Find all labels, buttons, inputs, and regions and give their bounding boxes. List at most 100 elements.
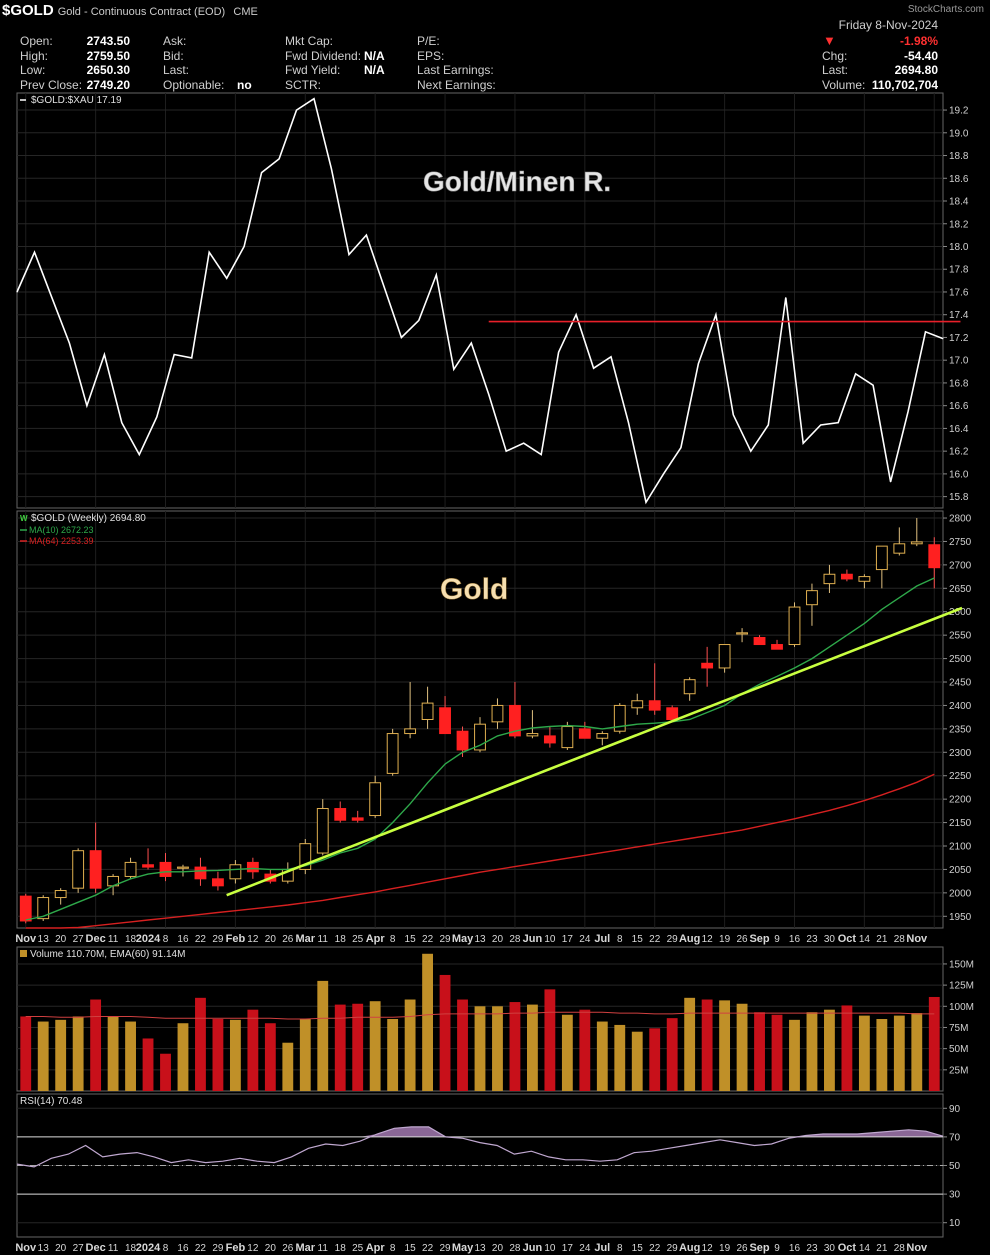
x-tick-label-bottom: 30 bbox=[824, 1243, 836, 1254]
candle-body bbox=[701, 662, 714, 669]
x-tick-label: Aug bbox=[679, 933, 700, 945]
ratio-point bbox=[330, 168, 332, 170]
ratio-point bbox=[418, 319, 420, 321]
x-tick-label: Jul bbox=[594, 933, 610, 945]
ratio-axis-tick-label: 17.4 bbox=[949, 310, 969, 321]
fwd-dividend-label: Fwd Dividend: bbox=[285, 49, 362, 63]
last-label: Last: bbox=[163, 63, 190, 77]
volume-bar bbox=[107, 1016, 119, 1091]
x-tick-label: 28 bbox=[894, 934, 906, 945]
volume-panel: 25M 50M 75M 100M 125M 150M Volume 110.70M, EMA… bbox=[16, 946, 974, 1092]
price-axis-tick-label: 2000 bbox=[949, 888, 972, 899]
x-tick-label: 26 bbox=[282, 934, 294, 945]
volume-bar bbox=[544, 989, 556, 1091]
candle-body bbox=[177, 866, 189, 869]
x-tick-label: 22 bbox=[649, 934, 661, 945]
x-tick-label-bottom: 19 bbox=[719, 1243, 731, 1254]
x-tick-label-bottom: 13 bbox=[474, 1243, 486, 1254]
rsi-axis-tick-label: 70 bbox=[949, 1132, 961, 1143]
x-tick-label-bottom: 14 bbox=[859, 1243, 871, 1254]
x-tick-label-bottom: 11 bbox=[318, 1243, 329, 1254]
rsi-panel: 10 30 50 70 90 RSI(14) 70.48 bbox=[16, 1093, 961, 1238]
x-tick-label: 15 bbox=[405, 934, 417, 945]
ratio-point bbox=[51, 297, 53, 299]
price-axis-tick-label: 2600 bbox=[949, 607, 972, 618]
high-label: High: bbox=[20, 49, 49, 63]
candle-body bbox=[893, 543, 906, 554]
x-tick-label-bottom: 28 bbox=[509, 1243, 521, 1254]
prev-close-value: 2749.20 bbox=[86, 78, 130, 92]
x-tick-label: 13 bbox=[474, 934, 486, 945]
volume-bar bbox=[457, 999, 468, 1091]
ratio-axis-tick-label: 17.8 bbox=[949, 265, 969, 276]
ratio-point bbox=[103, 354, 105, 356]
ratio-axis-tick-label: 17.6 bbox=[949, 287, 969, 298]
candle-body bbox=[806, 590, 818, 606]
x-tick-label: 25 bbox=[352, 934, 364, 945]
mkt-cap-label: Mkt Cap: bbox=[285, 34, 334, 48]
ratio-axis-tick-label: 18.0 bbox=[949, 242, 969, 253]
volume-bar bbox=[404, 999, 416, 1091]
volume-bar bbox=[841, 1005, 853, 1091]
x-tick-label: 28 bbox=[509, 934, 521, 945]
ratio-point bbox=[767, 424, 769, 426]
ratio-axis-tick-label: 17.0 bbox=[949, 356, 969, 367]
candle-body bbox=[334, 808, 347, 821]
volume-bar bbox=[72, 1016, 84, 1091]
x-tick-label-bottom: Apr bbox=[366, 1242, 386, 1254]
x-tick-label: 17 bbox=[562, 934, 574, 945]
candle-body bbox=[386, 733, 399, 774]
candle-body bbox=[788, 606, 801, 646]
optionable-label: Optionable: bbox=[163, 78, 225, 92]
volume-bar bbox=[125, 1021, 136, 1091]
x-tick-label: 30 bbox=[824, 934, 836, 945]
x-tick-label: 2024 bbox=[136, 933, 161, 945]
candle-body bbox=[596, 733, 609, 739]
volume-bar bbox=[666, 1018, 678, 1091]
candle-body bbox=[474, 723, 486, 751]
x-tick-label: 27 bbox=[73, 934, 85, 945]
x-tick-label-bottom: Sep bbox=[749, 1242, 769, 1254]
x-tick-label: 16 bbox=[789, 934, 801, 945]
x-tick-label-bottom: 25 bbox=[352, 1243, 364, 1254]
candle-body bbox=[928, 544, 941, 569]
candle-body bbox=[54, 890, 67, 899]
ratio-legend: $GOLD:$XAU 17.19 bbox=[31, 95, 122, 106]
volume-bar bbox=[229, 1019, 241, 1091]
ma64-line bbox=[25, 773, 935, 929]
volume-bar bbox=[264, 1023, 276, 1091]
ratio-point bbox=[435, 274, 437, 276]
volume-bar bbox=[247, 1009, 259, 1091]
quote-header: $GOLD Gold - Continuous Contract (EOD) CM… bbox=[0, 0, 990, 93]
x-tick-label-bottom: 20 bbox=[492, 1243, 504, 1254]
price-panel-frame bbox=[16, 510, 944, 929]
x-tick-label-bottom: 12 bbox=[247, 1243, 259, 1254]
candle-body bbox=[753, 637, 766, 646]
price-axis-tick-label: 2400 bbox=[949, 701, 972, 712]
x-tick-label-bottom: 21 bbox=[876, 1243, 888, 1254]
ratio-point bbox=[33, 251, 35, 253]
x-tick-label-bottom: Oct bbox=[838, 1242, 857, 1254]
x-tick-label: 8 bbox=[163, 934, 169, 945]
candle-body bbox=[194, 866, 207, 880]
ratio-point bbox=[645, 501, 647, 503]
x-tick-label-bottom: Nov bbox=[906, 1242, 928, 1254]
rsi-legend: RSI(14) 70.48 bbox=[20, 1096, 83, 1107]
last-price-label: Last: bbox=[822, 63, 849, 77]
ratio-axis-tick-label: 18.8 bbox=[949, 151, 969, 162]
candle-body bbox=[648, 700, 661, 711]
x-tick-label-bottom: Aug bbox=[679, 1242, 700, 1254]
volume-bar bbox=[614, 1024, 626, 1091]
x-tick-label-bottom: 22 bbox=[422, 1243, 434, 1254]
ratio-point bbox=[208, 251, 210, 253]
x-tick-label-bottom: 29 bbox=[212, 1243, 224, 1254]
ratio-point bbox=[173, 354, 175, 356]
volume-bar bbox=[142, 1038, 154, 1091]
ratio-point bbox=[715, 314, 717, 316]
x-tick-label-bottom: 8 bbox=[617, 1243, 623, 1254]
volume-bar bbox=[160, 1053, 171, 1091]
candle-body bbox=[19, 895, 32, 922]
volume-bar bbox=[649, 1028, 661, 1091]
ratio-point bbox=[348, 253, 350, 255]
ratio-axis-tick-label: 16.8 bbox=[949, 378, 969, 389]
